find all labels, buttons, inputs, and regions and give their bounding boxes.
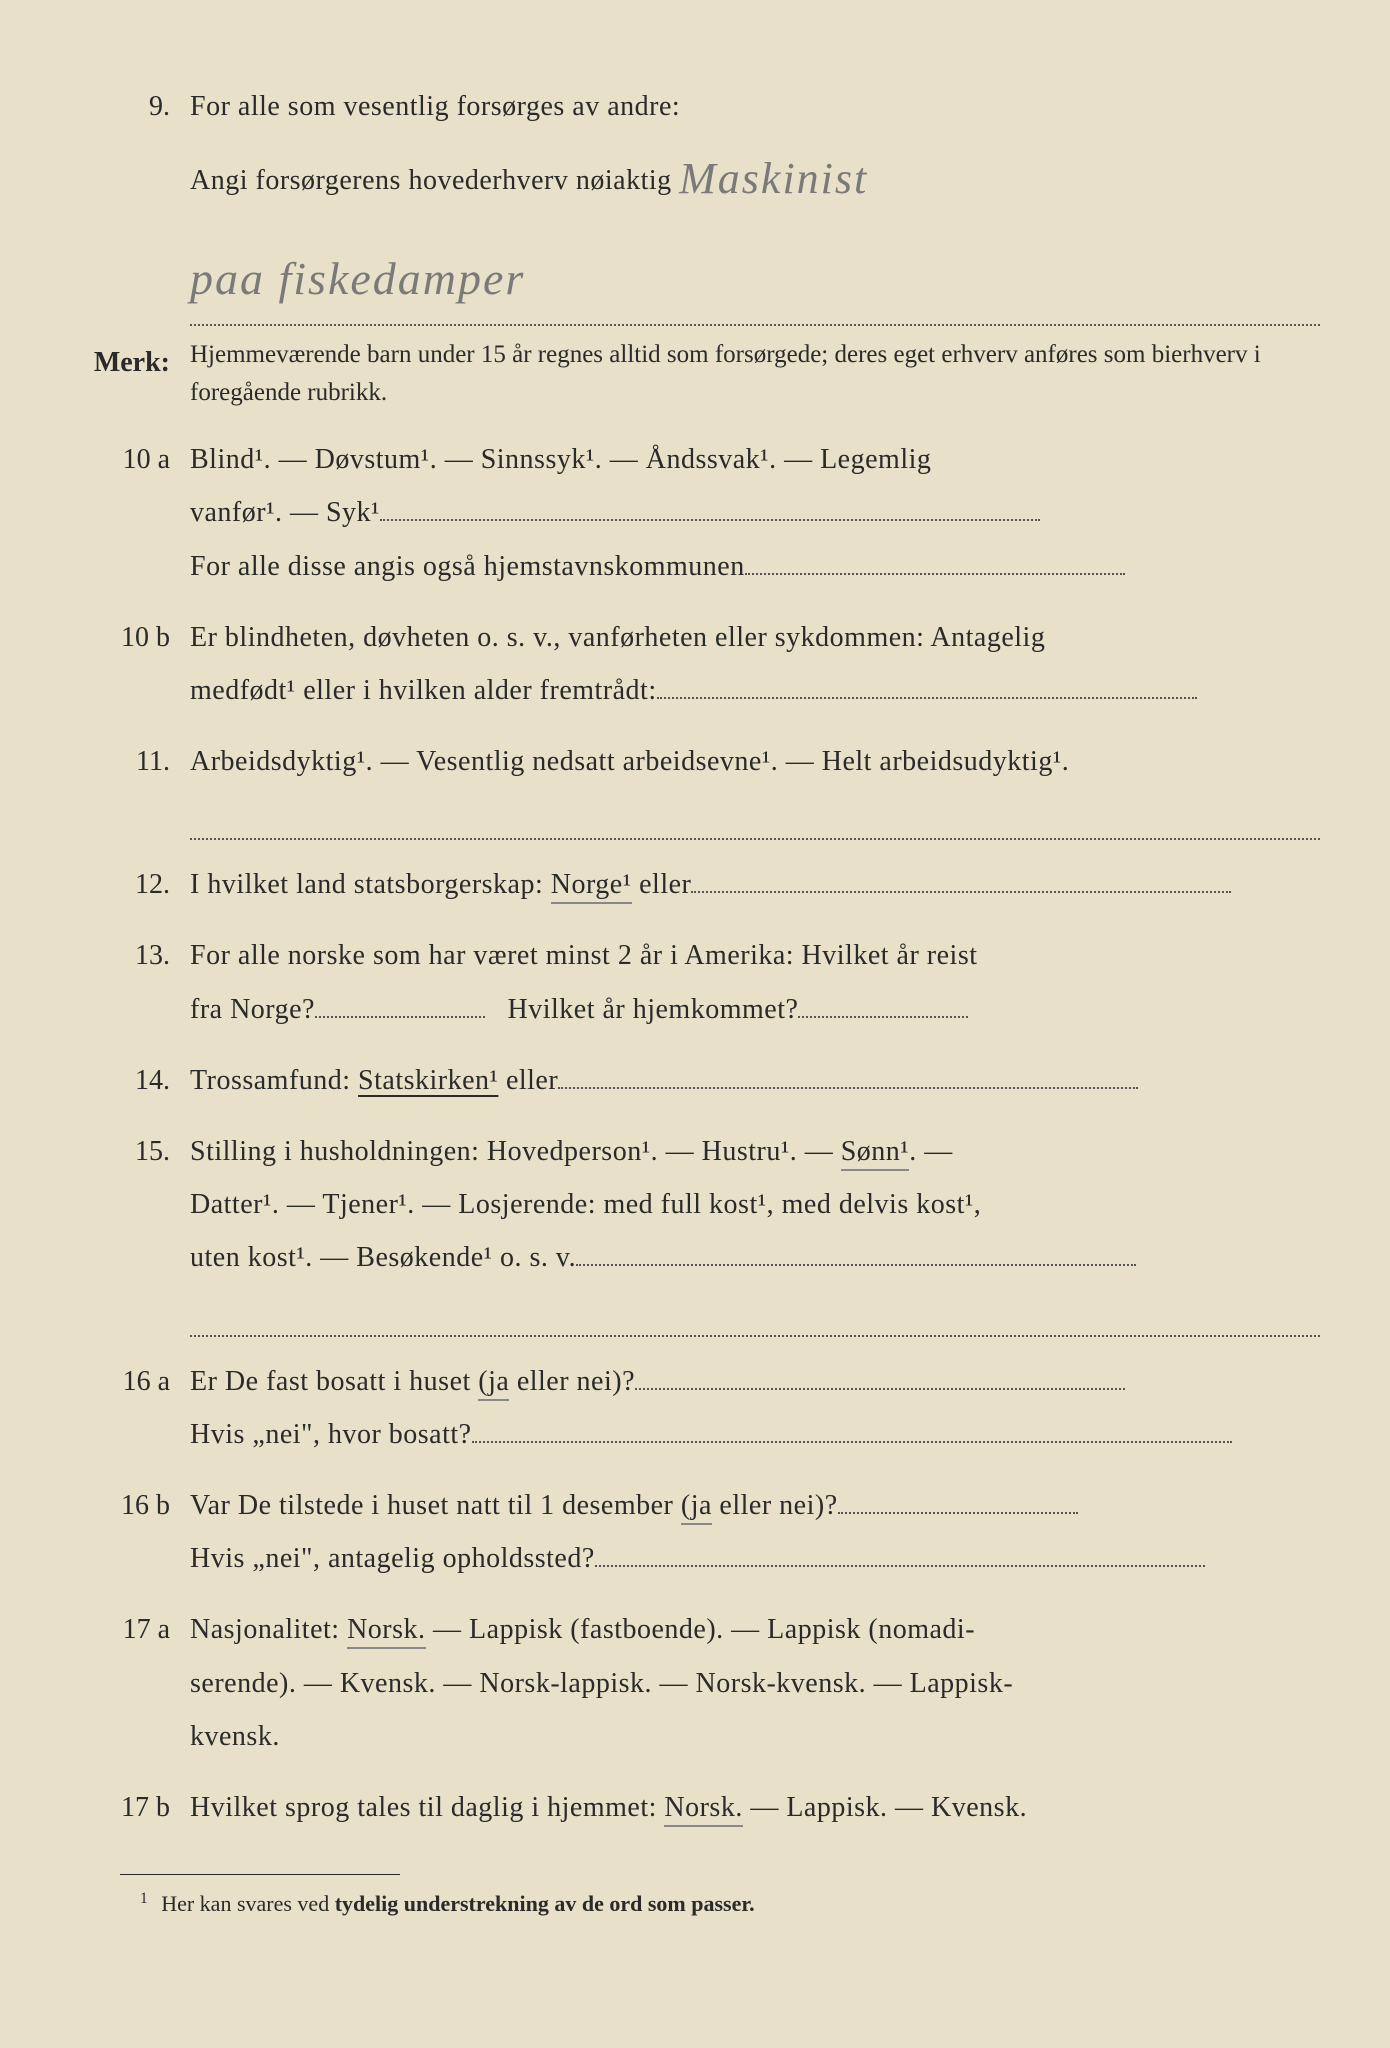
- census-form-page: 9. For alle som vesentlig forsørges av a…: [0, 0, 1390, 1965]
- q16a-ja: (ja: [478, 1366, 509, 1401]
- question-17b: 17 b Hvilket sprog tales til daglig i hj…: [80, 1781, 1320, 1834]
- q13-number: 13.: [80, 929, 190, 982]
- blank-line: [745, 545, 1125, 575]
- note-merk: Merk: Hjemmeværende barn under 15 år reg…: [80, 336, 1320, 411]
- merk-label: Merk:: [80, 336, 190, 411]
- q14-post: eller: [498, 1065, 558, 1096]
- question-14: 14. Trossamfund: Statskirken¹ eller: [80, 1054, 1320, 1107]
- q16b-line1-pre: Var De tilstede i huset natt til 1 desem…: [190, 1490, 681, 1521]
- q16a-line2: Hvis „nei", hvor bosatt?: [190, 1419, 472, 1450]
- q14-number: 14.: [80, 1054, 190, 1107]
- q12-pre: I hvilket land statsborgerskap:: [190, 869, 551, 900]
- q9-number: 9.: [80, 80, 190, 133]
- q17a-option-norsk: Norsk.: [347, 1614, 425, 1649]
- question-16a: 16 a Er De fast bosatt i huset (ja eller…: [80, 1355, 1320, 1461]
- q12-post: eller: [632, 869, 692, 900]
- q16b-ja: (ja: [681, 1490, 712, 1525]
- q13-line2b: Hvilket år hjemkommet?: [507, 994, 798, 1025]
- blank-line: [595, 1537, 1205, 1567]
- blank-line: [558, 1059, 1138, 1089]
- blank-line: [798, 988, 968, 1018]
- q10a-number: 10 a: [80, 433, 190, 486]
- q10a-line2: vanfør¹. — Syk¹: [190, 497, 380, 528]
- q10a-line3: For alle disse angis også hjemstavnskomm…: [190, 551, 745, 582]
- q16b-line2: Hvis „nei", antagelig opholdssted?: [190, 1543, 595, 1574]
- question-17a: 17 a Nasjonalitet: Norsk. — Lappisk (fas…: [80, 1603, 1320, 1763]
- question-12: 12. I hvilket land statsborgerskap: Norg…: [80, 858, 1320, 911]
- question-9: 9. For alle som vesentlig forsørges av a…: [80, 80, 1320, 217]
- footnote-text-bold: tydelig understrekning av de ord som pas…: [335, 1891, 755, 1916]
- q9-handwritten-1: Maskinist: [679, 154, 868, 203]
- q16a-number: 16 a: [80, 1355, 190, 1408]
- q10a-line1: Blind¹. — Døvstum¹. — Sinnssyk¹. — Åndss…: [190, 433, 1320, 486]
- question-15: 15. Stilling i husholdningen: Hovedperso…: [80, 1125, 1320, 1285]
- blank-line: [691, 863, 1231, 893]
- q16b-number: 16 b: [80, 1479, 190, 1532]
- blank-line: [657, 669, 1197, 699]
- footnote-sup: 1: [140, 1890, 148, 1907]
- q12-option-norge: Norge¹: [551, 869, 632, 904]
- footnote: 1 Her kan svares ved tydelig understrekn…: [140, 1883, 1320, 1925]
- q13-line1: For alle norske som har været minst 2 år…: [190, 929, 1320, 982]
- question-16b: 16 b Var De tilstede i huset natt til 1 …: [80, 1479, 1320, 1585]
- footnote-text-pre: Her kan svares ved: [161, 1891, 335, 1916]
- q14-pre: Trossamfund:: [190, 1065, 358, 1096]
- q17b-option-norsk: Norsk.: [664, 1792, 742, 1827]
- q17a-pre: Nasjonalitet:: [190, 1614, 347, 1645]
- q17a-line2: serende). — Kvensk. — Norsk-lappisk. — N…: [190, 1657, 1320, 1710]
- q9-handwritten-2: paa fiskedamper: [190, 235, 1320, 326]
- q9-line2-label: Angi forsørgerens hovederhverv nøiaktig: [190, 165, 672, 196]
- q14-option-statskirken: Statskirken¹: [358, 1065, 498, 1096]
- blank-line: [576, 1236, 1136, 1266]
- q10b-line1: Er blindheten, døvheten o. s. v., vanfør…: [190, 611, 1320, 664]
- blank-full-line: [190, 806, 1320, 840]
- blank-line: [635, 1360, 1125, 1390]
- blank-full-line: [190, 1303, 1320, 1337]
- blank-line: [472, 1413, 1232, 1443]
- q17b-number: 17 b: [80, 1781, 190, 1834]
- merk-text: Hjemmeværende barn under 15 år regnes al…: [190, 336, 1320, 411]
- question-11: 11. Arbeidsdyktig¹. — Vesentlig nedsatt …: [80, 735, 1320, 788]
- question-13: 13. For alle norske som har været minst …: [80, 929, 1320, 1035]
- q15-number: 15.: [80, 1125, 190, 1178]
- q11-text: Arbeidsdyktig¹. — Vesentlig nedsatt arbe…: [190, 735, 1320, 788]
- q16a-line1-post: eller nei)?: [509, 1366, 635, 1397]
- q15-line1c: . —: [909, 1136, 953, 1167]
- q17b-pre: Hvilket sprog tales til daglig i hjemmet…: [190, 1792, 664, 1823]
- blank-line: [838, 1484, 1078, 1514]
- footnote-rule: [120, 1874, 400, 1875]
- q15-option-sonn: Sønn¹: [841, 1136, 909, 1171]
- q17b-post: — Lappisk. — Kvensk.: [743, 1792, 1027, 1823]
- q17a-number: 17 a: [80, 1603, 190, 1656]
- blank-line: [315, 988, 485, 1018]
- q10b-line2: medfødt¹ eller i hvilken alder fremtrådt…: [190, 675, 657, 706]
- q13-line2a: fra Norge?: [190, 994, 315, 1025]
- q12-number: 12.: [80, 858, 190, 911]
- q9-line1: For alle som vesentlig forsørges av andr…: [190, 80, 1320, 133]
- question-10a: 10 a Blind¹. — Døvstum¹. — Sinnssyk¹. — …: [80, 433, 1320, 593]
- q17a-line1-post: — Lappisk (fastboende). — Lappisk (nomad…: [426, 1614, 975, 1645]
- q17a-line3: kvensk.: [190, 1710, 1320, 1763]
- question-10b: 10 b Er blindheten, døvheten o. s. v., v…: [80, 611, 1320, 717]
- q15-line2: Datter¹. — Tjener¹. — Losjerende: med fu…: [190, 1178, 1320, 1231]
- q16a-line1-pre: Er De fast bosatt i huset: [190, 1366, 478, 1397]
- q16b-line1-post: eller nei)?: [712, 1490, 838, 1521]
- q15-line3: uten kost¹. — Besøkende¹ o. s. v.: [190, 1242, 576, 1273]
- q15-line1a: Stilling i husholdningen: Hovedperson¹. …: [190, 1136, 841, 1167]
- q11-number: 11.: [80, 735, 190, 788]
- q10b-number: 10 b: [80, 611, 190, 664]
- blank-line: [380, 491, 1040, 521]
